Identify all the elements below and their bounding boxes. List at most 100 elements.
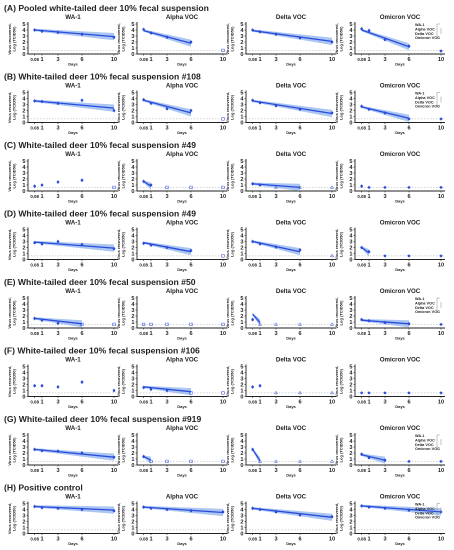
y-tick-label: 3 (131, 34, 134, 40)
x-tick-label: 6 (407, 194, 410, 200)
x-tick-label: 0.08 (357, 331, 366, 336)
row-title: (C) White-tailed deer 10% fecal suspensi… (4, 140, 196, 150)
below-limit-marker (149, 322, 153, 326)
data-point (367, 250, 371, 253)
y-tick-label: 2 (240, 519, 243, 525)
y-tick-label: 4 (240, 439, 244, 445)
y-tick-label: 1 (22, 183, 25, 189)
below-limit-marker (330, 185, 334, 189)
y-tick-label: 2 (240, 314, 243, 320)
y-tick-label: 2 (131, 382, 134, 388)
data-point (251, 182, 254, 186)
x-axis-label: Days (177, 541, 187, 546)
legend-entry: Omicron VOC (415, 36, 440, 40)
x-tick-label: 1 (258, 331, 261, 337)
legend-entry: Omicron VOC (415, 447, 440, 451)
y-tick-label: 5 (349, 227, 352, 233)
x-tick-label: 10 (438, 331, 444, 337)
y-tick-label: 0 (349, 463, 352, 469)
y-tick-label: 5 (349, 296, 352, 302)
y-axis-label-group: Virus recovered, Log (TCID50) (225, 297, 234, 328)
x-tick-label: 6 (407, 468, 410, 474)
y-axis-label: Virus recovered, (7, 366, 12, 397)
x-tick-label: 3 (56, 194, 59, 200)
below-limit-marker (407, 459, 411, 464)
data-point (189, 509, 193, 512)
x-tick-label: 6 (407, 537, 410, 543)
y-axis-label: Virus recovered, (7, 23, 12, 54)
y-tick-label: 5 (22, 296, 25, 302)
data-point (112, 35, 116, 39)
regression-line (34, 29, 115, 38)
below-limit-marker (274, 185, 278, 189)
y-axis-label-group: Virus recovered, Log (TCID50) (334, 92, 343, 123)
y-tick-label: 3 (131, 513, 134, 519)
below-limit-marker (383, 254, 387, 258)
legend-entry: Alpha VOC (415, 507, 435, 511)
y-axis-label-group: Virus recovered, Log (TCID50) (116, 503, 125, 534)
data-point (149, 102, 153, 105)
x-tick-label: 10 (438, 57, 444, 63)
data-point (367, 505, 371, 509)
x-axis-label: Days (395, 541, 405, 546)
x-tick-label: 10 (438, 263, 444, 269)
y-axis-label-group: Virus recovered, Log (TCID50) (7, 160, 16, 191)
y-tick-label: 0 (131, 189, 134, 195)
y-tick-label: 2 (349, 451, 352, 457)
panel-title: WA-1 (65, 357, 81, 364)
y-tick-label: 3 (240, 376, 243, 382)
y-tick-label: 0 (22, 52, 25, 58)
y-tick-label: 1 (240, 320, 243, 326)
x-tick-label: 1 (149, 263, 152, 269)
y-tick-label: 1 (349, 251, 352, 257)
data-point (40, 449, 44, 452)
x-tick-label: 1 (258, 537, 261, 543)
y-tick-label: 5 (131, 90, 134, 96)
y-tick-label: 1 (131, 320, 134, 326)
y-tick-label: 4 (240, 507, 244, 513)
y-tick-label: 2 (22, 245, 25, 251)
x-tick-label: 0.08 (139, 400, 148, 405)
y-axis-label: Virus recovered, (334, 503, 339, 534)
below-limit-marker (165, 459, 169, 463)
y-axis-label-group: Virus recovered, Log (TCID50) (334, 23, 343, 54)
x-tick-label: 3 (274, 57, 277, 63)
x-tick-label: 10 (111, 194, 117, 200)
y-axis-label-unit: Log (TCID50) (338, 231, 343, 257)
x-tick-label: 1 (40, 263, 43, 269)
y-tick-label: 5 (349, 364, 352, 370)
x-tick-label: 1 (367, 57, 370, 63)
x-tick-label: 6 (298, 194, 301, 200)
x-tick-label: 1 (258, 194, 261, 200)
x-tick-label: 10 (329, 194, 335, 200)
y-axis-label-group: Virus recovered, Log (TCID50) (7, 503, 16, 534)
panel-title: Alpha VOC (166, 288, 199, 295)
data-point (56, 102, 60, 105)
x-tick-label: 3 (165, 537, 168, 543)
below-limit-marker (258, 459, 262, 463)
y-tick-label: 3 (240, 308, 243, 314)
y-tick-label: 4 (240, 28, 244, 34)
data-point (165, 389, 169, 392)
panel-title: Delta VOC (276, 83, 307, 90)
below-limit-marker (383, 185, 387, 190)
x-tick-label: 0.08 (357, 468, 366, 473)
data-point (258, 183, 262, 187)
data-point (274, 245, 278, 249)
data-point (360, 452, 363, 456)
data-point (33, 505, 36, 508)
y-tick-label: 3 (349, 34, 352, 40)
y-tick-label: 1 (22, 251, 25, 257)
x-tick-label: 6 (189, 263, 192, 269)
y-tick-label: 4 (131, 302, 135, 308)
regression-line (34, 241, 115, 249)
data-point (407, 322, 411, 326)
y-axis-label-group: Virus recovered, Log (TCID50) (334, 297, 343, 328)
below-limit-marker (407, 117, 411, 121)
y-tick-label: 5 (240, 159, 243, 165)
x-tick-label: 10 (111, 263, 117, 269)
y-tick-label: 4 (22, 165, 26, 171)
data-point (56, 449, 60, 453)
